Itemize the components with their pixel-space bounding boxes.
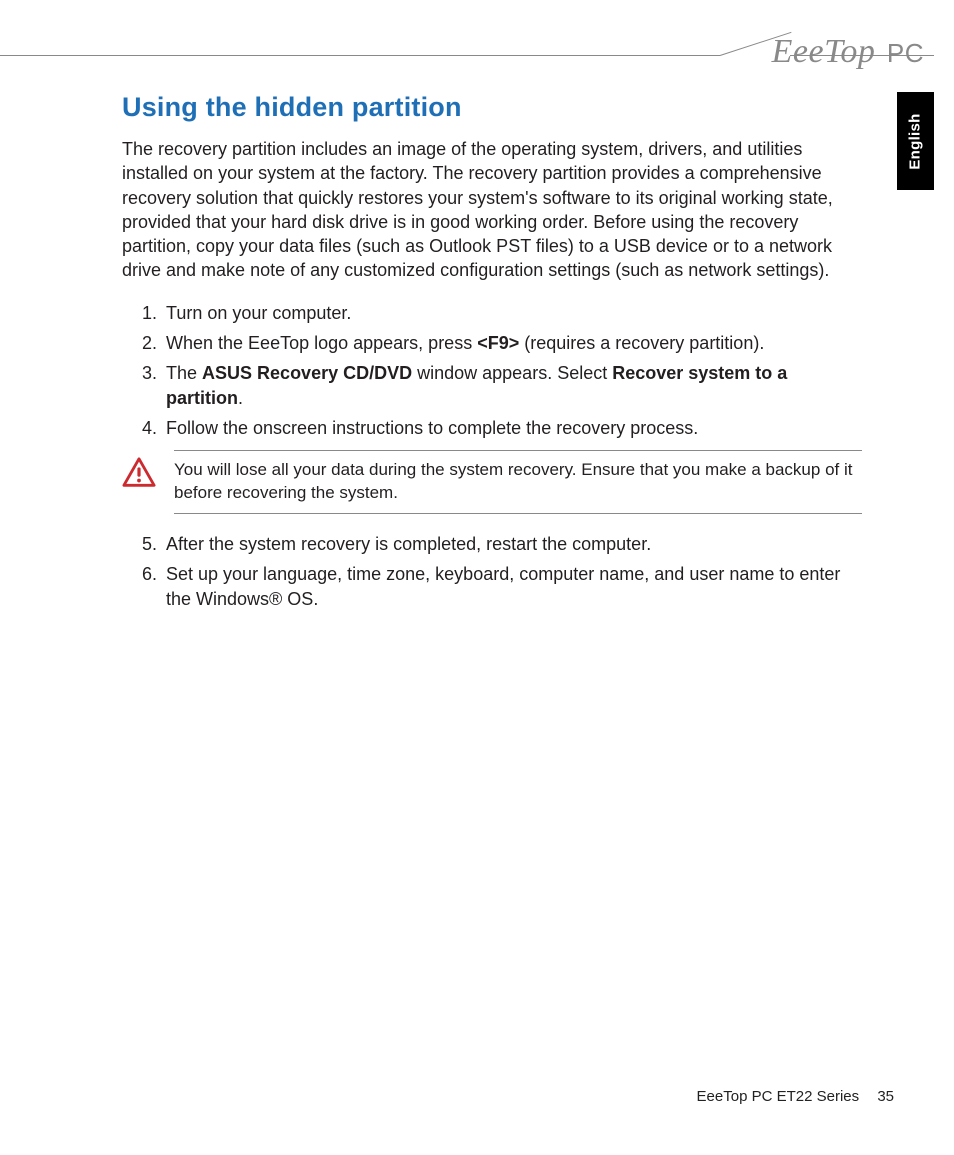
manual-page: EeeTop PC English Using the hidden parti… xyxy=(0,0,954,1155)
step-text: When the EeeTop logo appears, press xyxy=(166,333,477,353)
step-item: When the EeeTop logo appears, press <F9>… xyxy=(162,331,862,355)
divider-line-left xyxy=(0,55,720,56)
intro-paragraph: The recovery partition includes an image… xyxy=(122,137,862,283)
key-label: <F9> xyxy=(477,333,519,353)
step-item: After the system recovery is completed, … xyxy=(162,532,862,556)
step-item: Set up your language, time zone, keyboar… xyxy=(162,562,862,611)
brand-logo: EeeTop PC xyxy=(772,33,924,71)
step-item: Follow the onscreen instructions to comp… xyxy=(162,416,862,440)
step-item: The ASUS Recovery CD/DVD window appears.… xyxy=(162,361,862,410)
step-text: Set up your language, time zone, keyboar… xyxy=(166,564,840,608)
language-tab-label: English xyxy=(907,113,924,169)
step-text: . xyxy=(238,388,243,408)
step-item: Turn on your computer. xyxy=(162,301,862,325)
warning-icon xyxy=(120,450,174,514)
steps-list: Turn on your computer. When the EeeTop l… xyxy=(122,301,862,440)
step-text: Turn on your computer. xyxy=(166,303,351,323)
step-text: After the system recovery is completed, … xyxy=(166,534,651,554)
warning-text: You will lose all your data during the s… xyxy=(174,450,862,514)
step-text: window appears. Select xyxy=(412,363,612,383)
step-text: Follow the onscreen instructions to comp… xyxy=(166,418,698,438)
brand-name: EeeTop xyxy=(772,33,876,70)
bold-text: ASUS Recovery CD/DVD xyxy=(202,363,412,383)
footer-series: EeeTop PC ET22 Series xyxy=(697,1088,860,1105)
page-title: Using the hidden partition xyxy=(122,92,862,123)
page-footer: EeeTop PC ET22 Series 35 xyxy=(697,1088,894,1105)
steps-list-continued: After the system recovery is completed, … xyxy=(122,532,862,611)
step-text: (requires a recovery partition). xyxy=(519,333,764,353)
warning-note: You will lose all your data during the s… xyxy=(120,450,862,514)
brand-suffix: PC xyxy=(887,38,924,68)
content-column: Using the hidden partition The recovery … xyxy=(122,92,862,617)
step-text: The xyxy=(166,363,202,383)
language-tab: English xyxy=(897,92,934,190)
footer-page-number: 35 xyxy=(877,1088,894,1105)
